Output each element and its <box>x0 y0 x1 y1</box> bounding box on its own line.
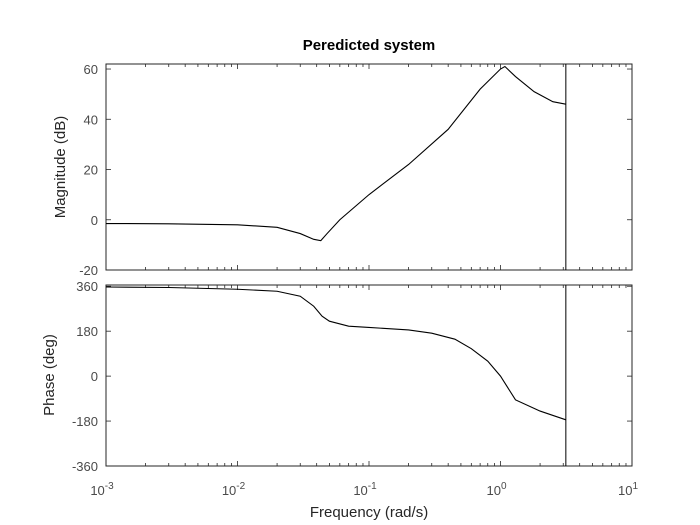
phase-panel: -360 -180 0 180 360 Phase (deg) <box>41 279 633 474</box>
magnitude-ticks <box>105 64 633 271</box>
mag-y-tick-label: 20 <box>84 163 98 178</box>
ph-y-tick-label: -180 <box>72 414 98 429</box>
magnitude-axes-frame <box>105 63 633 271</box>
ph-y-tick-label: 360 <box>76 279 98 294</box>
mag-y-tick-label: -20 <box>79 263 98 278</box>
magnitude-y-tick-labels: -20 0 20 40 60 <box>79 62 98 278</box>
mag-y-tick-label: 40 <box>84 112 98 127</box>
phase-curve <box>105 286 567 421</box>
chart-title: Peredicted system <box>303 37 436 54</box>
ph-y-tick-label: -360 <box>72 459 98 474</box>
x-axis-label: Frequency (rad/s) <box>310 504 428 521</box>
x-tick-labels: 10-3 10-2 10-1 100 101 <box>90 481 638 498</box>
phase-y-tick-labels: -360 -180 0 180 360 <box>72 279 98 474</box>
x-tick-label: 10-2 <box>222 481 246 498</box>
magnitude-panel: -20 0 20 40 60 Magnitude (dB) <box>52 62 633 278</box>
x-tick-label: 101 <box>618 481 638 498</box>
ph-y-tick-label: 0 <box>91 369 98 384</box>
phase-axes-frame <box>105 284 633 467</box>
magnitude-axis-label: Magnitude (dB) <box>52 116 69 219</box>
ph-y-tick-label: 180 <box>76 324 98 339</box>
x-tick-label: 10-1 <box>353 481 377 498</box>
mag-y-tick-label: 60 <box>84 62 98 77</box>
magnitude-curve <box>105 65 566 242</box>
x-tick-label: 100 <box>486 481 506 498</box>
mag-y-tick-label: 0 <box>91 213 98 228</box>
x-tick-label: 10-3 <box>90 481 114 498</box>
phase-axis-label: Phase (deg) <box>41 334 58 416</box>
phase-ticks <box>105 285 633 467</box>
